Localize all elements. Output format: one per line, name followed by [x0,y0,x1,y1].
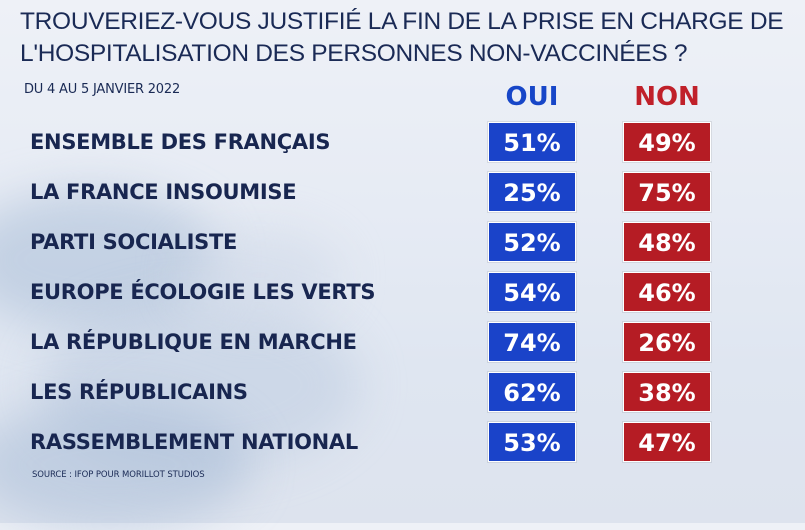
table-row: PARTI SOCIALISTE 52% 48% [0,220,805,270]
oui-value: 51% [488,122,576,162]
non-value: 75% [623,172,711,212]
table-row: EUROPE ÉCOLOGIE LES VERTS 54% 46% [0,270,805,320]
party-label: EUROPE ÉCOLOGIE LES VERTS [30,280,376,304]
survey-date: DU 4 AU 5 JANVIER 2022 [24,82,181,97]
oui-value: 54% [488,272,576,312]
non-value: 47% [623,422,711,462]
party-label: LES RÉPUBLICAINS [30,380,248,404]
oui-value: 52% [488,222,576,262]
oui-value: 74% [488,322,576,362]
non-value: 48% [623,222,711,262]
oui-value: 53% [488,422,576,462]
table-row: LA RÉPUBLIQUE EN MARCHE 74% 26% [0,320,805,370]
table-row: LA FRANCE INSOUMISE 25% 75% [0,170,805,220]
table-row: LES RÉPUBLICAINS 62% 38% [0,370,805,420]
party-label: LA FRANCE INSOUMISE [30,180,297,204]
chart-title: TROUVERIEZ-VOUS JUSTIFIÉ LA FIN DE LA PR… [20,8,784,67]
oui-value: 25% [488,172,576,212]
oui-value: 62% [488,372,576,412]
non-value: 46% [623,272,711,312]
column-header-oui: OUI [505,82,559,112]
table-row: RASSEMBLEMENT NATIONAL 53% 47% [0,420,805,470]
party-label: RASSEMBLEMENT NATIONAL [30,430,358,454]
non-value: 26% [623,322,711,362]
party-label: ENSEMBLE DES FRANÇAIS [30,130,331,154]
column-header-non: NON [634,82,700,112]
source-note: SOURCE : IFOP POUR MORILLOT STUDIOS [32,470,205,480]
non-value: 49% [623,122,711,162]
non-value: 38% [623,372,711,412]
table-row: ENSEMBLE DES FRANÇAIS 51% 49% [0,120,805,170]
party-label: LA RÉPUBLIQUE EN MARCHE [30,330,357,354]
party-label: PARTI SOCIALISTE [30,230,238,254]
